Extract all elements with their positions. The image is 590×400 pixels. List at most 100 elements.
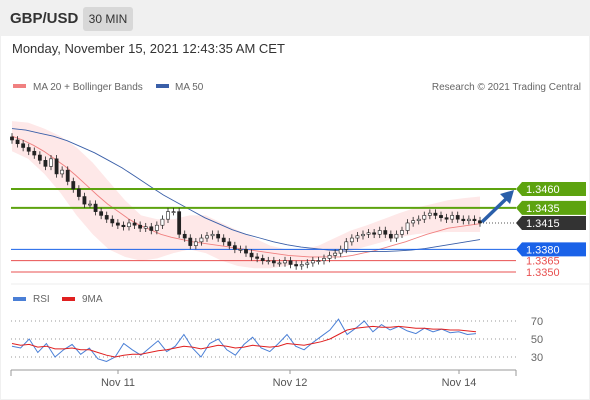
candle-body-29 [171,211,176,213]
candle-body-53 [305,262,310,265]
forecast-arrow-shaft [480,197,508,224]
candle-body-31 [182,233,187,239]
candle-body-7 [49,158,53,167]
rsi-tick-50: 50 [531,334,543,346]
legend-rsi-label: RSI [33,294,50,305]
x-tick-label-2: Nov 14 [442,377,477,389]
candle-body-78 [444,217,449,220]
level-box-1.3460 [516,182,586,196]
candle-body-16 [99,211,104,216]
legend-ma20-label: MA 20 + Bollinger Bands [33,82,143,93]
candle-body-42 [244,249,248,254]
candle-body-66 [377,230,382,235]
level-box-1.3415 [516,215,586,230]
x-tick-label-1: Nov 12 [273,377,308,389]
rsi-chart: 70 50 30 [11,316,543,364]
interval-button[interactable]: 30 MIN [83,7,133,31]
candle-body-75 [427,212,432,216]
candle-body-44 [255,256,260,259]
level-label-1.3380: 1.3380 [526,244,560,256]
candle-body-25 [149,226,154,231]
credit-text: Research © 2021 Trading Central [432,82,581,93]
candle-body-50 [288,260,293,265]
candle-body-6 [43,160,48,167]
candle-body-74 [422,215,427,220]
candle-body-59 [338,249,343,254]
candle-body-73 [416,218,421,221]
level-label-1.3435: 1.3435 [526,203,560,215]
candle-body-5 [37,154,42,161]
candle-body-43 [249,252,254,258]
candle-body-10 [65,169,70,182]
forecast-arrow-head [500,190,514,204]
candle-body-62 [355,235,360,239]
candle-body-56 [322,258,326,261]
candle-body-39 [227,241,232,246]
candle-body-30 [177,211,182,235]
candle-body-61 [349,237,354,243]
candle-body-26 [154,224,159,231]
candle-body-4 [32,150,37,156]
candle-body-1 [15,139,20,145]
candle-body-84 [478,220,482,224]
candle-body-14 [88,203,92,206]
candle-body-38 [221,237,226,243]
candle-body-70 [400,230,404,235]
candle-body-35 [205,235,209,239]
candle-body-51 [294,264,299,267]
candle-body-72 [411,220,416,224]
rsi-9ma-line [11,325,477,358]
candle-body-17 [104,215,109,220]
candle-body-82 [466,218,471,221]
top-bar: GBP/USD 30 MIN [0,0,590,36]
candle-body-15 [93,203,98,212]
candle-body-28 [166,211,170,220]
legend-9ma-swatch [62,297,75,301]
candle-body-67 [383,230,388,235]
candle-body-36 [210,233,215,237]
candle-body-83 [472,218,477,221]
candle-body-0 [10,136,14,141]
candle-body-21 [127,222,131,228]
candle-body-11 [71,181,76,190]
candle-body-8 [54,158,59,175]
candle-body-79 [450,215,455,220]
legend-rsi-swatch [13,297,26,301]
level-label-1.3460: 1.3460 [526,184,560,196]
candle-body-76 [433,212,438,216]
candle-body-81 [461,218,466,221]
x-tick-label-0: Nov 11 [101,377,135,389]
level-box-1.3435 [516,200,586,215]
legend-9ma-label: 9MA [82,294,103,305]
candle-body-22 [132,222,137,226]
candle-body-71 [405,222,410,231]
legend-ma20-swatch [13,84,26,88]
candle-body-64 [366,232,371,235]
rsi-tick-70: 70 [531,316,543,328]
legend-ma50-label: MA 50 [175,82,204,93]
candle-body-34 [199,237,204,243]
candle-body-32 [188,237,193,246]
candle-body-68 [388,233,393,239]
candle-body-69 [394,233,399,239]
level-box-1.3380 [516,242,586,257]
candle-body-27 [160,218,165,226]
candle-body-65 [372,232,377,235]
candle-body-45 [260,258,265,261]
rsi-line [11,318,477,363]
candle-body-2 [21,143,26,148]
candle-body-13 [82,196,87,205]
level-label-1.3415: 1.3415 [526,218,560,230]
candle-body-48 [277,262,282,265]
candle-body-58 [333,252,338,256]
legend-ma50-swatch [156,84,169,88]
candle-body-40 [232,245,237,250]
candle-body-80 [455,215,460,220]
candle-body-55 [316,260,321,262]
instrument-title: GBP/USD [10,10,79,27]
candle-body-12 [76,188,81,197]
level-label-1.3365: 1.3365 [526,256,560,268]
candle-body-24 [143,226,148,229]
